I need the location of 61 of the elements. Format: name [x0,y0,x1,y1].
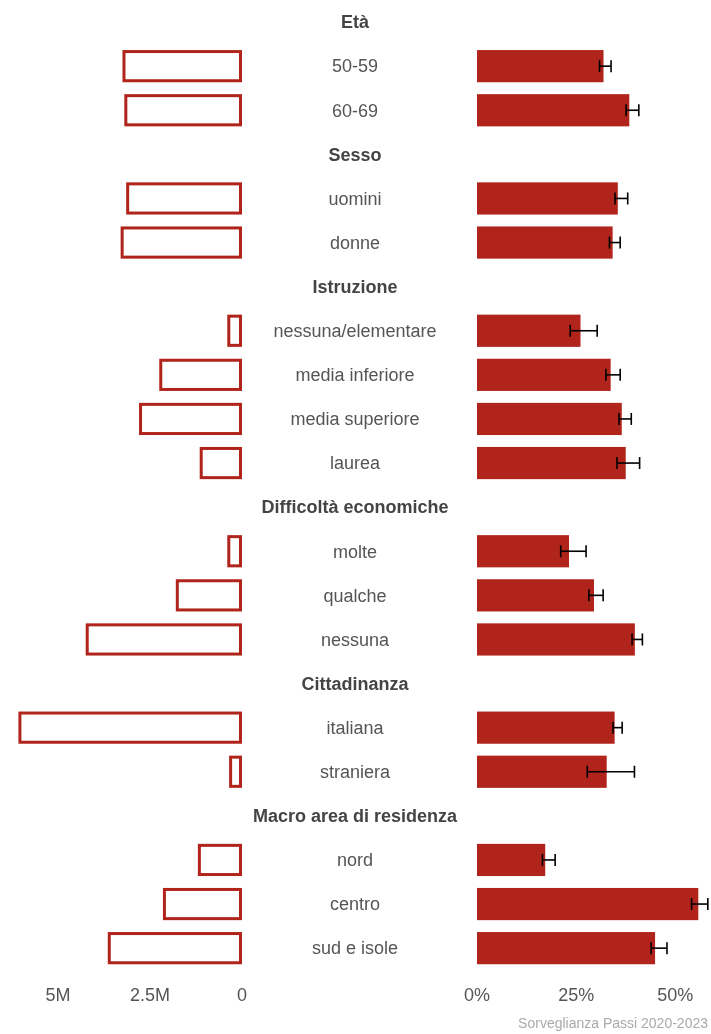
bar [477,623,635,656]
y-tick-label: Macro area di residenza [252,806,459,827]
y-tick-label: laurea [329,453,381,474]
y-tick-label: italiana [326,717,385,738]
y-tick-label: Sesso [328,144,382,165]
y-tick-label: straniera [319,762,391,783]
y-tick-label: donne [329,232,381,253]
y-tick-label: nessuna [320,629,391,650]
y-tick-label: nord [336,850,374,871]
bar [122,50,242,83]
bar [477,182,618,215]
bar [229,755,242,788]
bar [477,535,570,568]
bar [477,755,607,788]
y-tick-label: media inferiore [295,365,415,386]
bar [162,887,242,921]
bar [126,182,242,215]
y-tick-label: 50-59 [331,56,379,77]
bar [175,579,242,612]
bar [477,226,613,259]
x-tick-label: 2.5M [130,985,171,1005]
y-tick-label: uomini [328,188,382,209]
bar [199,446,242,480]
bar [85,623,242,656]
bar [477,932,656,965]
bar [477,314,581,347]
bar [107,932,242,965]
y-tick-label: centro [329,894,381,915]
bar [124,94,242,127]
bar [477,94,630,127]
x-tick-label: 50% [657,985,694,1005]
y-tick-label: 60-69 [331,100,379,121]
y-tick-label: Istruzione [312,276,398,297]
bar [477,358,611,391]
bar [139,402,242,436]
bar [477,887,699,921]
y-tick-label: Età [340,12,370,33]
y-tick-label: media superiore [290,409,420,430]
bar [227,535,242,568]
bar [227,314,242,347]
bar [477,711,615,744]
bar [18,711,242,744]
y-tick-label: molte [332,541,378,562]
y-tick-label: qualche [323,585,387,606]
y-tick-label: nessuna/elementare [273,321,437,342]
bar [477,843,546,877]
y-tick-label: Cittadinanza [301,673,410,694]
x-tick-label: 0% [463,985,491,1005]
y-tick-label: Difficoltà economiche [261,497,449,518]
bar [120,226,242,259]
bar [197,843,242,877]
x-tick-label: 5M [45,985,71,1005]
y-tick-label: sud e isole [311,938,399,959]
text: Sorveglianza Passi 2020-2023 [518,1015,709,1031]
bar [477,579,594,612]
bar [477,446,626,480]
bar [477,402,622,436]
x-tick-label: 0 [236,985,248,1005]
x-tick-label: 25% [558,985,595,1005]
bar [159,358,242,391]
bar [477,50,604,83]
